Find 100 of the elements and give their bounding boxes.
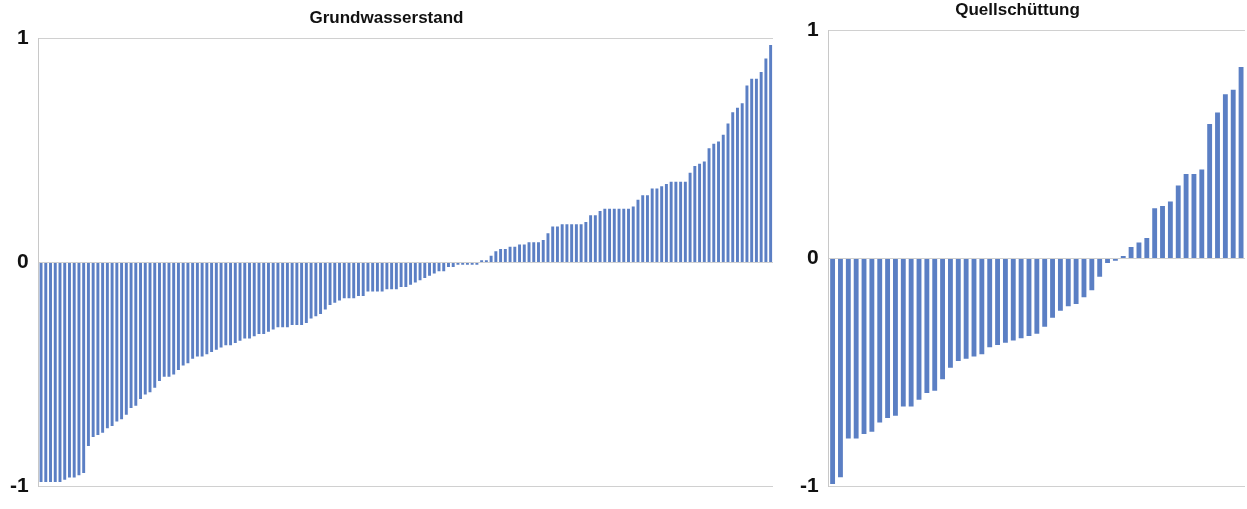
bar [522,244,526,262]
bar [219,262,223,348]
bar [1207,123,1213,258]
bar [584,222,588,262]
bar [1144,237,1150,258]
bar [963,258,969,359]
bar [399,262,403,288]
y-tick-label: 0 [806,245,819,269]
y-tick-label: 0 [16,249,29,273]
bar [39,262,43,482]
bar [537,242,540,262]
y-tick-label: 1 [16,25,29,49]
bar [281,262,285,328]
bar [1034,258,1040,334]
bar [285,262,289,328]
bar [195,262,199,357]
bar [769,45,773,262]
bar [77,262,81,476]
bar [1057,258,1063,311]
bar [660,186,664,262]
bar [717,141,720,262]
bar [252,262,256,337]
bar [53,262,57,482]
bar [356,262,360,296]
bar [229,262,233,346]
bar [885,258,891,418]
bar [1018,258,1024,339]
bar [276,262,280,328]
bar [375,262,379,292]
bar [707,148,711,262]
bar [622,208,626,262]
bar [494,251,498,262]
bar [115,262,119,422]
chart-title: Quellschüttung [955,0,1080,19]
bar [627,208,630,262]
bar [754,78,758,262]
bar [352,262,356,299]
bar [731,112,735,262]
bar [712,143,716,262]
bar [612,208,616,262]
bar [101,262,105,433]
bar [295,262,299,326]
bar [721,134,725,262]
bar [869,258,875,432]
bar [1097,258,1103,277]
bar [200,262,204,357]
bar [551,226,555,262]
bar [698,163,702,262]
bar [593,215,597,262]
bar [342,262,346,299]
bar [82,262,86,473]
bar [49,262,52,482]
bar [546,233,550,262]
bar [830,258,836,485]
bar [394,262,398,290]
bar [1215,112,1220,258]
bar [120,262,124,420]
bar [570,224,574,262]
bar [72,262,76,478]
bar [1230,89,1236,258]
bar [1222,94,1228,258]
bar [248,262,251,339]
bar [693,166,697,262]
bar [63,262,67,480]
bar [574,224,578,262]
y-tick-label: -1 [9,473,29,497]
bar [172,262,176,375]
bar [589,215,593,262]
bar [1073,258,1079,304]
bar [423,262,427,279]
y-tick-label: -1 [799,473,819,497]
bar [1167,201,1173,258]
bar [124,262,128,415]
bar [560,224,564,262]
bar [1152,208,1158,258]
bar [641,195,645,262]
bar [1042,258,1048,327]
bar [139,262,142,400]
bar [44,262,48,482]
bar [442,262,446,272]
bar [674,181,678,262]
bar [995,258,1000,346]
bar [323,262,327,310]
bar [1183,174,1189,258]
bar [333,262,337,303]
bar [181,262,185,366]
bar [608,208,612,262]
bar [893,258,898,416]
bar [328,262,332,305]
bar [91,262,95,438]
bar [508,246,512,262]
bar [153,262,157,388]
bar [134,262,138,406]
bar [371,262,375,292]
bar [271,262,275,330]
bar [603,208,607,262]
bar [736,107,739,262]
bar [1160,205,1165,258]
bar [1010,258,1016,341]
bar [702,161,706,262]
